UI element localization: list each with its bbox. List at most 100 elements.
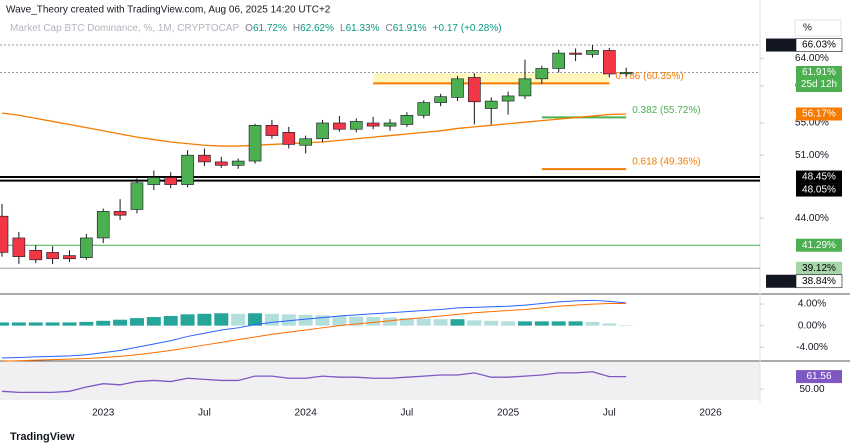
histogram-bar xyxy=(551,321,566,326)
candle-body xyxy=(0,215,9,253)
histogram-bar xyxy=(602,323,617,326)
candle-body xyxy=(316,122,329,140)
price-label-box xyxy=(796,183,842,197)
histogram-bar xyxy=(416,318,431,326)
series-line xyxy=(1,371,627,394)
candle-body xyxy=(265,125,279,136)
candle-body xyxy=(96,211,110,239)
unit-label: % xyxy=(803,23,812,34)
fib-zone xyxy=(373,73,610,84)
histogram-bar xyxy=(501,321,516,326)
fib-label: 0.618 (49.36%) xyxy=(632,157,700,168)
histogram-bar xyxy=(399,318,414,326)
histogram-bar xyxy=(231,313,246,326)
series-line xyxy=(1,112,627,147)
candle-body xyxy=(366,122,380,127)
histogram-bar xyxy=(366,317,381,326)
y-tick-label: 4.00% xyxy=(798,299,826,310)
histogram-bar xyxy=(349,316,364,326)
price-label: 39.12% xyxy=(802,263,836,274)
y-tick-label: 51.00% xyxy=(795,150,829,161)
symbol-legend: Market Cap BTC Dominance, %, 1M, CRYPTOC… xyxy=(10,23,502,34)
candle-body xyxy=(215,161,228,166)
y-tick-label: 64.00% xyxy=(795,53,829,64)
candle-body xyxy=(299,138,312,146)
histogram-bar xyxy=(534,321,549,326)
x-tick-label: 2023 xyxy=(92,408,115,419)
histogram-bar xyxy=(146,317,161,326)
ohlc-key: O xyxy=(245,23,253,34)
candle-body xyxy=(501,95,515,102)
candle-body xyxy=(349,121,363,130)
candle-body xyxy=(434,96,447,103)
histogram-bar xyxy=(264,313,279,326)
candle-body xyxy=(63,255,76,260)
fib-label: 0.786 (60.35%) xyxy=(615,71,683,82)
price-tag: Low xyxy=(772,276,791,287)
series-line xyxy=(1,299,627,359)
histogram-bar xyxy=(568,321,583,326)
candle-body xyxy=(417,102,431,116)
price-label-box xyxy=(796,261,842,275)
histogram-bar xyxy=(197,313,212,326)
y-tick-label: 44.00% xyxy=(795,213,829,224)
candle-body xyxy=(468,77,481,103)
candle-body xyxy=(130,182,144,210)
histogram-bar xyxy=(163,315,178,326)
candle-body xyxy=(569,52,582,55)
author-line: Wave_Theory created with TradingView.com… xyxy=(6,5,331,16)
x-tick-label: Jul xyxy=(198,408,211,419)
price-label: 48.05% xyxy=(802,185,836,196)
histogram-bar xyxy=(433,319,448,326)
candle-body xyxy=(518,78,532,97)
histogram-bar xyxy=(248,313,263,326)
histogram-bar xyxy=(62,322,77,326)
price-label: 61.56 xyxy=(806,371,831,382)
y-tick-label: -4.00% xyxy=(796,342,828,353)
candle-body xyxy=(535,68,549,80)
y-tick-label: 55.00% xyxy=(795,118,829,129)
histogram-bar xyxy=(467,320,482,326)
x-tick-label: 2024 xyxy=(295,408,318,419)
histogram-bar xyxy=(214,313,229,326)
price-label-box xyxy=(796,170,842,184)
ohlc-key: C xyxy=(386,23,393,34)
candle-body xyxy=(80,237,93,258)
change-value: +0.17 (+0.28%) xyxy=(433,23,502,34)
candle-body xyxy=(282,132,296,145)
candle-body xyxy=(484,100,498,109)
histogram-bar xyxy=(79,321,94,326)
footer-brand: TradingView xyxy=(10,431,75,443)
candle-body xyxy=(400,114,414,125)
candle-body xyxy=(603,50,616,75)
histogram-bar xyxy=(11,322,26,326)
candle-body xyxy=(12,237,26,257)
histogram-bar xyxy=(281,314,296,326)
fib-label: 0.382 (55.72%) xyxy=(632,105,700,116)
candle-body xyxy=(248,125,262,162)
x-tick-label: Jul xyxy=(400,408,413,419)
histogram-bar xyxy=(180,314,195,326)
price-label: 61.91% xyxy=(802,67,836,78)
histogram-bar xyxy=(450,319,465,326)
histogram-bar xyxy=(585,321,600,326)
rsi-pane-band xyxy=(0,362,760,400)
x-tick-label: Jul xyxy=(603,408,616,419)
candle-body xyxy=(619,72,633,75)
price-tag-box xyxy=(766,274,796,288)
ohlc-value: 61.33% xyxy=(346,23,380,34)
histogram-bar xyxy=(315,315,330,326)
candle-body xyxy=(231,160,245,166)
candle-body xyxy=(147,177,161,185)
x-tick-label: 2026 xyxy=(699,408,722,419)
price-tag-box xyxy=(766,38,796,52)
candle-body xyxy=(113,211,127,216)
price-label: 38.84% xyxy=(802,276,836,287)
candle-body xyxy=(586,50,599,55)
price-label: 56.17% xyxy=(802,109,836,120)
histogram-bar xyxy=(298,314,313,326)
countdown: 25d 12h xyxy=(801,79,837,90)
price-label-box xyxy=(795,274,843,289)
histogram-bar xyxy=(96,320,111,326)
legend-line: Market Cap BTC Dominance, %, 1M, CRYPTOC… xyxy=(10,23,502,34)
